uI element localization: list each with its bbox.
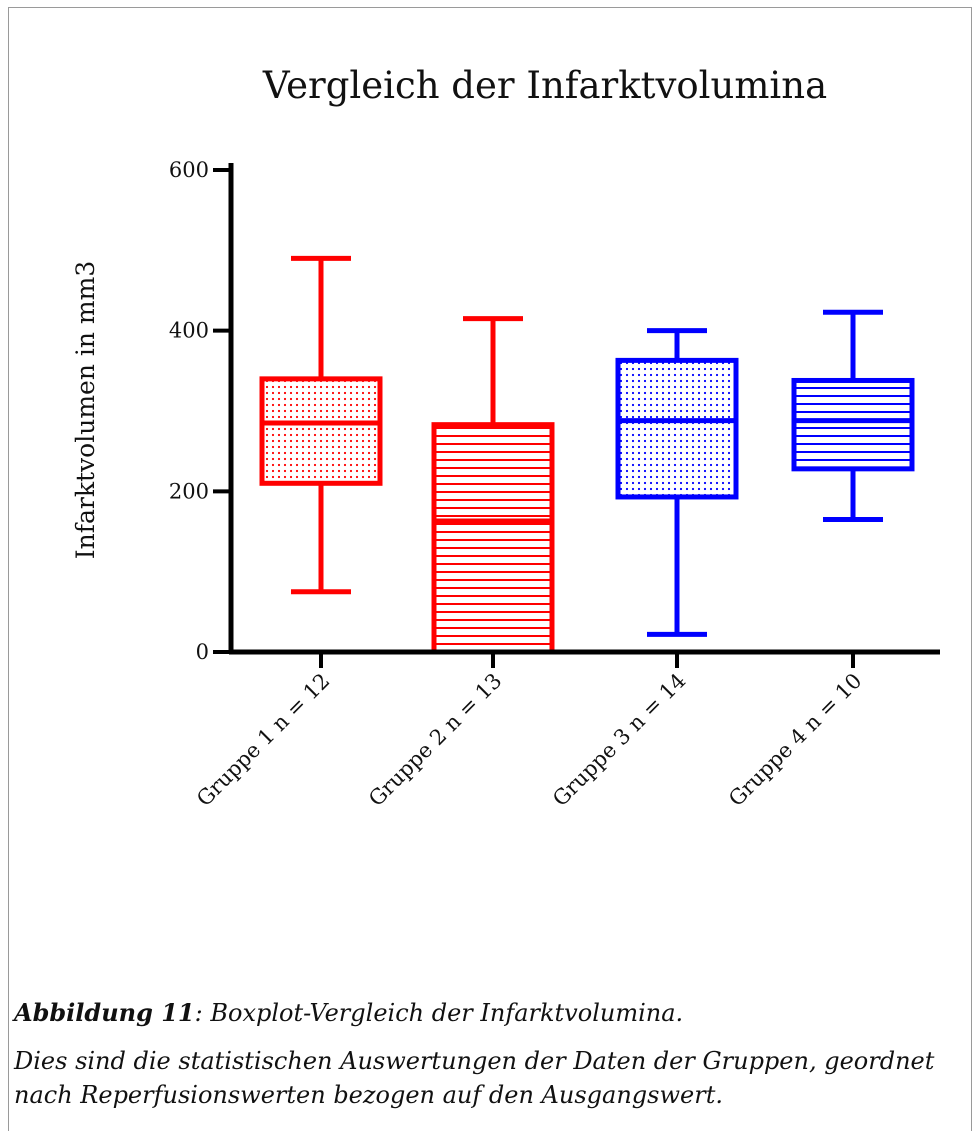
boxes [259, 255, 915, 655]
caption-title-text: : Boxplot-Vergleich der Infarktvolumina. [194, 999, 684, 1027]
y-axis-label: Infarktvolumen in mm3 [71, 261, 100, 559]
iqr-box [431, 422, 555, 655]
y-tick-label: 600 [169, 158, 209, 182]
caption-label: Abbildung 11 [14, 998, 195, 1027]
y-tick-label: 400 [169, 319, 209, 343]
chart-title: Vergleich der Infarktvolumina [262, 64, 827, 107]
caption-title: Abbildung 11: Boxplot-Vergleich der Infa… [14, 998, 964, 1028]
box-group [431, 316, 555, 655]
iqr-box [615, 357, 739, 500]
figure-frame [8, 7, 972, 1131]
x-category-label: Gruppe 2 n = 13 [364, 669, 507, 812]
x-axis-category-labels: Gruppe 1 n = 12 Gruppe 2 n = 13 Gruppe 3 n… [192, 652, 867, 811]
y-axis-ticks: 0 200 400 600 [169, 158, 231, 664]
iqr-box [259, 376, 383, 486]
boxplot-chart: Vergleich der Infarktvolumina Infarktvol… [71, 64, 940, 811]
figure-caption: Abbildung 11: Boxplot-Vergleich der Infa… [14, 998, 964, 1112]
x-category-label: Gruppe 3 n = 14 [548, 669, 691, 812]
iqr-box [791, 377, 915, 472]
y-tick-label: 0 [196, 640, 209, 664]
y-tick-label: 200 [169, 479, 209, 503]
box-group [615, 328, 739, 637]
x-category-label: Gruppe 1 n = 12 [192, 669, 335, 812]
box-group [791, 309, 915, 522]
x-category-label: Gruppe 4 n = 10 [724, 669, 867, 812]
caption-body: Dies sind die statistischen Auswertungen… [14, 1047, 935, 1109]
box-group [259, 255, 383, 595]
